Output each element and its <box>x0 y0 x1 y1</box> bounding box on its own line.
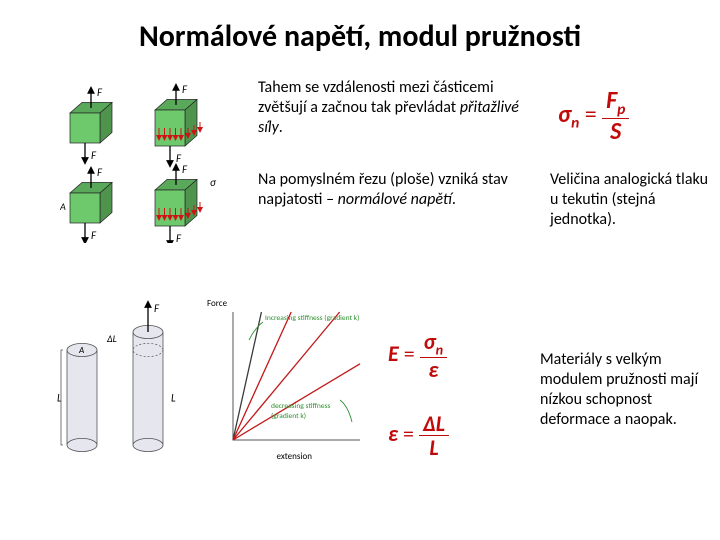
stiffness-graph: Force extension Increasing stiffness (grad… <box>205 290 370 465</box>
dl-num: ΔL <box>419 412 449 436</box>
formula-eps: ε = ΔL L <box>388 412 449 459</box>
sn-num: σ <box>424 328 436 355</box>
frac-dl-l: ΔL L <box>419 412 449 459</box>
svg-text:extension: extension <box>277 451 313 462</box>
fp-sub: p <box>617 100 625 119</box>
svg-text:L: L <box>171 392 176 405</box>
svg-text:A: A <box>78 345 84 356</box>
svg-text:(gradient k): (gradient k) <box>271 411 306 421</box>
sigma-sym: σ <box>558 100 571 129</box>
svg-text:F: F <box>182 83 188 96</box>
frac-sn-eps: σn ε <box>420 330 448 381</box>
fp-num: F <box>606 86 617 115</box>
l-den: L <box>425 436 442 459</box>
eps-sym: ε <box>388 420 398 447</box>
svg-text:ΔL: ΔL <box>106 332 117 345</box>
eq1: = <box>579 100 602 129</box>
paragraph-3: Veličina analogická tlaku u tekutin (ste… <box>550 170 710 230</box>
paragraph-4: Materiály s velkým modulem pružnosti maj… <box>540 350 710 430</box>
eps-den: ε <box>424 358 442 381</box>
svg-text:decreasing stiffness: decreasing stiffness <box>271 401 331 411</box>
formula-e: E = σn ε <box>388 330 447 381</box>
svg-text:Force: Force <box>207 298 228 309</box>
svg-text:Increasing stiffness (gradient: Increasing stiffness (gradient k) <box>265 313 359 323</box>
eq3: = <box>398 420 419 447</box>
paragraph-1: Tahem se vzdálenosti mezi částicemi zvět… <box>258 78 528 138</box>
paragraph-2: Na pomyslném řezu (ploše) vzniká stav na… <box>258 170 508 210</box>
svg-text:F: F <box>97 166 103 179</box>
s-den: S <box>606 119 625 144</box>
svg-text:F: F <box>97 86 103 99</box>
p1-c: . <box>279 118 283 137</box>
e-sym: E <box>388 340 399 367</box>
frac-fp-s: Fp S <box>602 88 629 144</box>
formula-sigma: σn = Fp S <box>558 88 629 144</box>
svg-text:F: F <box>154 302 160 315</box>
svg-text:σ: σ <box>210 176 217 189</box>
eq2: = <box>399 340 420 367</box>
p1-a: Tahem se vzdálenosti mezi částicemi zvět… <box>258 78 494 117</box>
svg-text:F: F <box>91 229 97 242</box>
svg-text:F: F <box>91 149 97 162</box>
cubes-diagram: FFFFFFFFAσ <box>60 78 250 243</box>
cylinders-diagram: FLLΔLA <box>55 290 195 500</box>
p2-emph: normálové napětí <box>338 190 452 209</box>
p2-c: . <box>452 190 456 209</box>
svg-text:A: A <box>60 200 66 213</box>
svg-text:F: F <box>176 232 182 243</box>
page-title: Normálové napětí, modul pružnosti <box>0 18 720 55</box>
svg-text:F: F <box>182 163 188 176</box>
